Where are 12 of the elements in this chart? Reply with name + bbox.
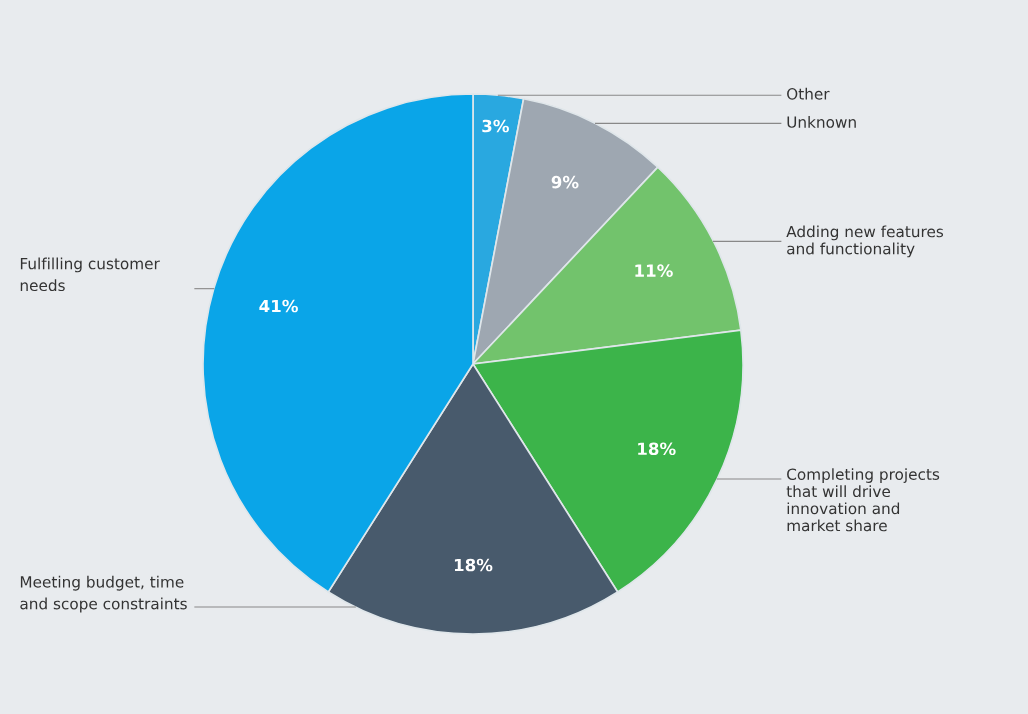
slice-label: Unknown — [787, 116, 856, 128]
slice-label: Adding new features and functionality — [786, 225, 944, 258]
slice-label: Other — [787, 87, 830, 100]
data-label: 18% — [454, 558, 493, 572]
slice-label: Completing projects that will drive innovation and market share — [786, 468, 940, 532]
data-label: 11% — [635, 264, 673, 277]
data-label: 18% — [638, 442, 676, 456]
data-label: 3% — [482, 119, 509, 133]
slice-label: Meeting budget, time and scope constraints — [20, 575, 187, 613]
data-label: 41% — [259, 299, 298, 313]
data-label: 9% — [551, 175, 579, 189]
slice-label: Fulfilling customer needs — [20, 257, 160, 292]
